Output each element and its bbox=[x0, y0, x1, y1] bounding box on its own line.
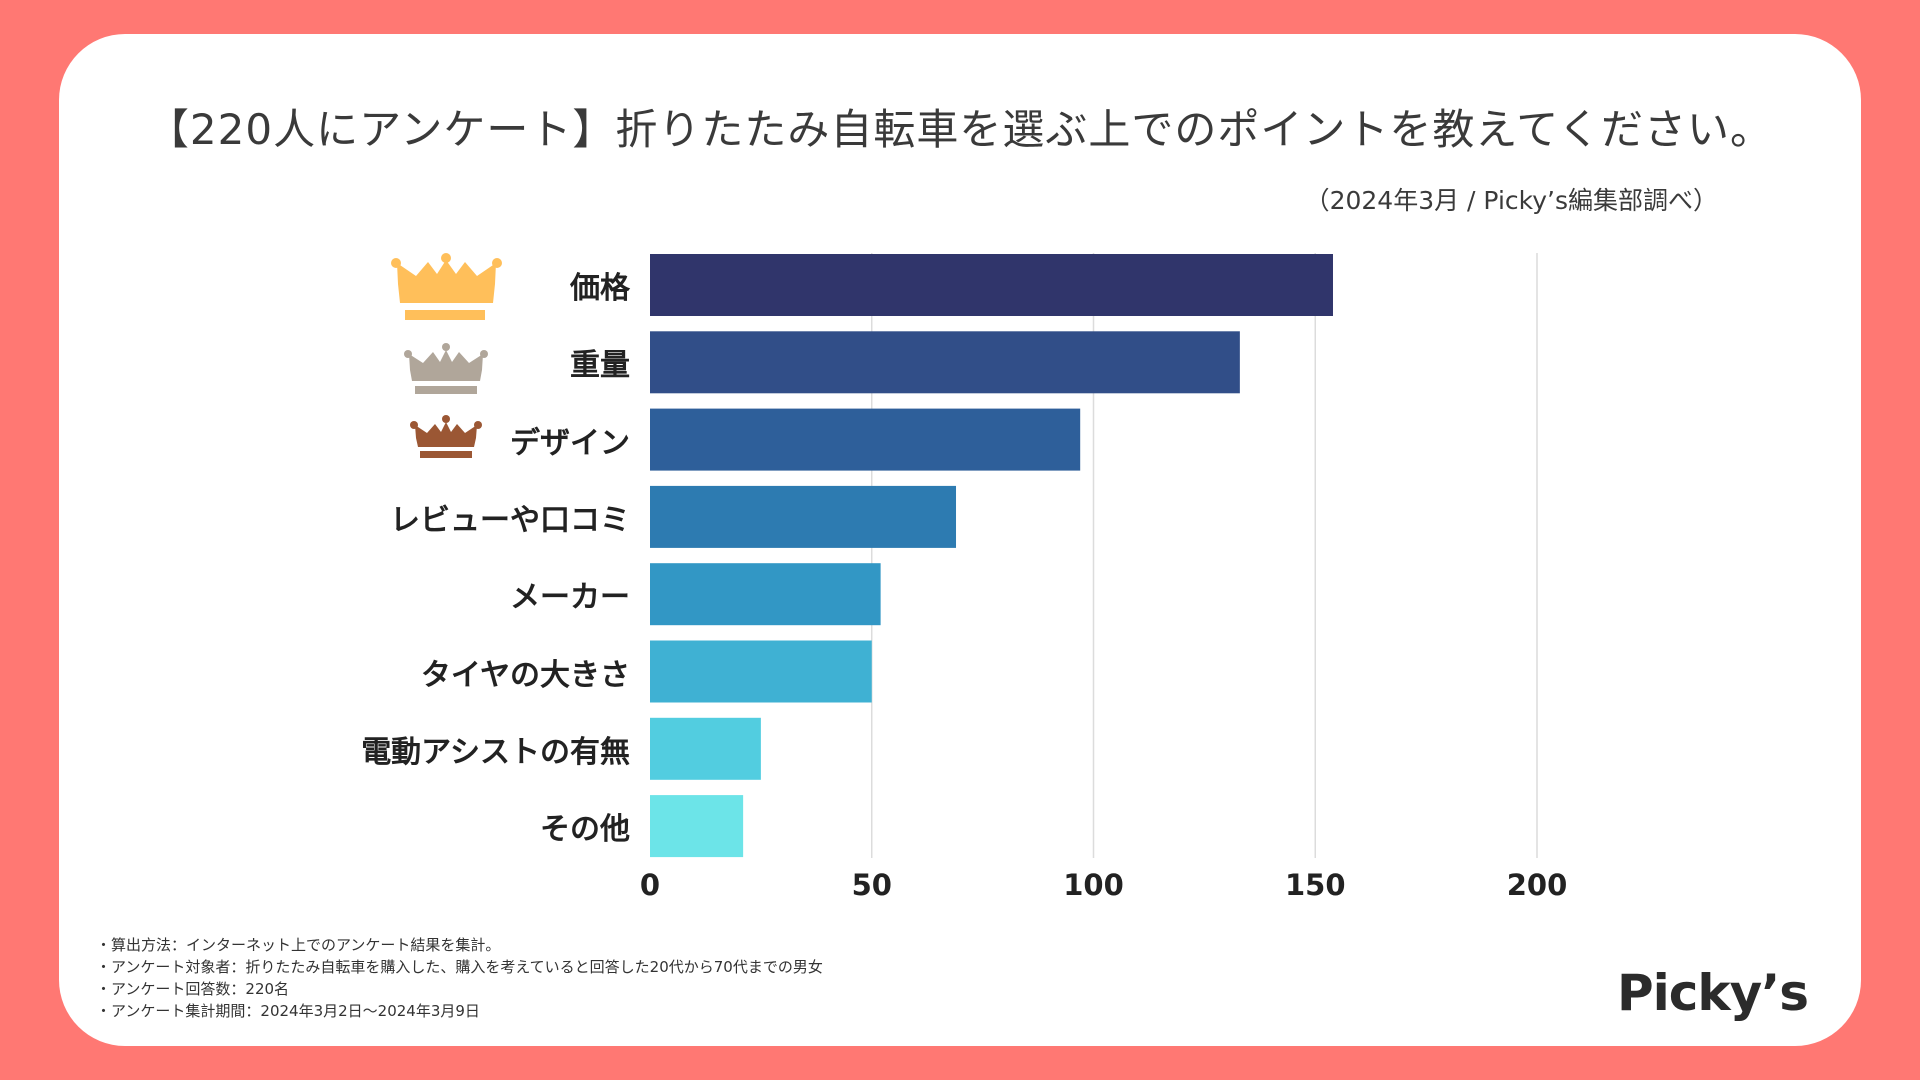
page-title: 【220人にアンケート】折りたたみ自転車を選ぶ上でのポイントを教えてください。 bbox=[146, 105, 1774, 154]
x-tick-100: 100 bbox=[1063, 868, 1124, 902]
note-count: ・アンケート回答数：220名 bbox=[96, 980, 290, 998]
category-label-0: 価格 bbox=[570, 271, 630, 306]
bar-7 bbox=[650, 795, 744, 858]
bar-5 bbox=[650, 640, 872, 703]
brand-logo: Picky’s bbox=[1617, 964, 1809, 1022]
chart-card bbox=[59, 34, 1861, 1046]
note-period: ・アンケート集計期間：2024年3月2日〜2024年3月9日 bbox=[96, 1002, 480, 1020]
category-label-4: メーカー bbox=[510, 580, 630, 616]
bar-4 bbox=[650, 563, 881, 626]
x-tick-200: 200 bbox=[1506, 868, 1568, 902]
crown-bronze-icon bbox=[410, 415, 482, 458]
x-tick-0: 0 bbox=[639, 868, 661, 902]
note-method: ・算出方法：インターネット上でのアンケート結果を集計。 bbox=[96, 936, 501, 954]
crown-silver-icon bbox=[404, 343, 488, 394]
bar-0 bbox=[650, 254, 1333, 316]
source-note: （2024年3月 / Picky’s編集部調べ） bbox=[1304, 186, 1718, 215]
category-label-2: デザイン bbox=[510, 425, 630, 461]
category-label-6: 電動アシストの有無 bbox=[361, 734, 630, 770]
survey-notes: ・算出方法：インターネット上でのアンケート結果を集計。 ・アンケート対象者：折り… bbox=[96, 934, 823, 1022]
category-label-7: その他 bbox=[540, 812, 630, 848]
note-target: ・アンケート対象者：折りたたみ自転車を購入した、購入を考えていると回答した20代… bbox=[96, 958, 823, 976]
category-label-5: タイヤの大きさ bbox=[420, 657, 630, 693]
crown-gold-icon bbox=[391, 253, 502, 320]
bar-3 bbox=[650, 485, 957, 548]
category-label-1: 重量 bbox=[570, 348, 630, 384]
category-label-3: レビューや口コミ bbox=[390, 502, 630, 538]
bar-6 bbox=[650, 717, 761, 780]
x-tick-150: 150 bbox=[1284, 868, 1346, 902]
x-tick-50: 50 bbox=[851, 868, 892, 902]
bar-1 bbox=[650, 331, 1240, 394]
bar-2 bbox=[650, 408, 1081, 471]
